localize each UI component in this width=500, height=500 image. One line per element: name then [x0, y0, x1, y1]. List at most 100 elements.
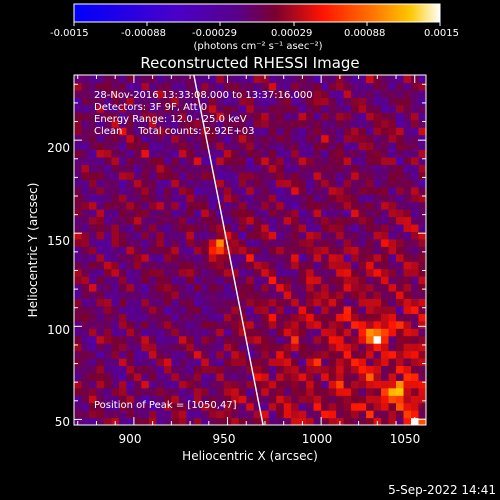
heatmap-cell [186, 156, 195, 165]
heatmap-cell [96, 402, 105, 411]
heatmap-cell [253, 127, 262, 136]
heatmap-cell [208, 253, 217, 262]
heatmap-cell [208, 223, 217, 232]
heatmap-cell [276, 238, 285, 247]
heatmap-cell [231, 261, 240, 270]
heatmap-cell [126, 104, 135, 113]
heatmap-cell [351, 112, 360, 121]
heatmap-cell [186, 164, 195, 173]
heatmap-cell [373, 357, 382, 367]
heatmap-cell [291, 112, 300, 121]
heatmap-cell [388, 209, 397, 218]
heatmap-cell [358, 142, 367, 151]
heatmap-cell [336, 305, 345, 314]
heatmap-cell [238, 305, 247, 314]
heatmap-cell [381, 194, 390, 203]
heatmap-cell [261, 104, 270, 113]
heatmap-cell [81, 395, 90, 404]
heatmap-cell [216, 134, 225, 143]
heatmap-cell [88, 350, 98, 359]
heatmap-cell [253, 89, 262, 98]
heatmap-cell [88, 75, 98, 84]
heatmap-cell [321, 201, 330, 210]
axis-ticks [74, 75, 426, 425]
heatmap-cell [238, 395, 247, 404]
heatmap-cell [223, 290, 232, 300]
heatmap-cell [321, 112, 330, 121]
heatmap-cell [81, 350, 90, 359]
heatmap-cell [336, 261, 345, 270]
heatmap-cell [141, 216, 150, 225]
heatmap-cell [74, 149, 83, 158]
heatmap-cell [418, 350, 426, 359]
heatmap-cell [118, 75, 128, 84]
heatmap-cell [358, 290, 367, 300]
heatmap-cell [126, 246, 135, 255]
heatmap-cell [216, 320, 225, 329]
heatmap-cell [291, 387, 300, 396]
heatmap-cell [373, 261, 382, 270]
heatmap-cell [208, 104, 217, 113]
heatmap-cell [321, 305, 330, 314]
heatmap-cell [238, 328, 247, 337]
heatmap-cell [201, 201, 210, 210]
heatmap-cell [126, 164, 135, 173]
heatmap-cell [268, 328, 277, 337]
heatmap-cell [381, 276, 390, 285]
heatmap-cell [231, 298, 240, 307]
heatmap-cell [396, 156, 405, 165]
heatmap-cell [388, 305, 397, 314]
heatmap-cell [268, 216, 277, 225]
heatmap-cell [411, 365, 420, 374]
heatmap-cell [291, 142, 300, 151]
heatmap-cell [208, 89, 217, 98]
heatmap-cell [306, 290, 315, 300]
heatmap-cell [411, 320, 420, 329]
heatmap-cell [336, 343, 345, 352]
heatmap-cell [186, 320, 195, 329]
heatmap-cell [141, 290, 150, 300]
heatmap-cell [148, 380, 157, 389]
heatmap-cell [268, 156, 277, 165]
heatmap-cell [223, 216, 232, 225]
heatmap-cell [411, 119, 420, 128]
heatmap-cell [201, 231, 210, 240]
heatmap-cell [163, 350, 172, 359]
heatmap-cell [343, 410, 352, 419]
heatmap-cell [396, 328, 405, 337]
heatmap-cell [186, 186, 195, 195]
heatmap-cell [283, 365, 292, 374]
heatmap-cell [313, 290, 322, 300]
heatmap-cell [186, 335, 195, 344]
heatmap-cell [88, 313, 98, 322]
heatmap-cell [133, 268, 142, 277]
heatmap-cell [186, 380, 195, 389]
heatmap-cell [366, 395, 375, 404]
heatmap-cell [403, 298, 412, 307]
heatmap-cell [231, 395, 240, 404]
colorbar-units: (photons cm⁻² s⁻¹ asec⁻²) [193, 41, 322, 52]
heatmap-cell [201, 320, 210, 329]
heatmap-cell [246, 283, 255, 292]
heatmap-cell [336, 149, 345, 158]
heatmap-cell [336, 127, 345, 136]
heatmap-cell [418, 134, 426, 143]
heatmap-cell [193, 194, 202, 203]
heatmap-cell [231, 201, 240, 210]
heatmap-cell [163, 298, 172, 307]
annotation-clean-counts: Clean Total counts: 2.92E+03 [94, 126, 254, 137]
heatmap-cell [268, 142, 277, 151]
heatmap-cell [201, 149, 210, 158]
heatmap-cell [81, 209, 90, 218]
heatmap-cell [126, 82, 135, 91]
heatmap-cell [328, 156, 337, 165]
heatmap-cell [126, 223, 135, 232]
heatmap-cell [276, 372, 285, 381]
heatmap-cell [81, 134, 90, 143]
heatmap-cell [118, 104, 128, 113]
heatmap-cell [201, 402, 210, 411]
heatmap-cell [88, 179, 98, 188]
heatmap-cell [358, 253, 367, 262]
heatmap-cell [178, 209, 187, 218]
heatmap-cell [193, 335, 202, 344]
